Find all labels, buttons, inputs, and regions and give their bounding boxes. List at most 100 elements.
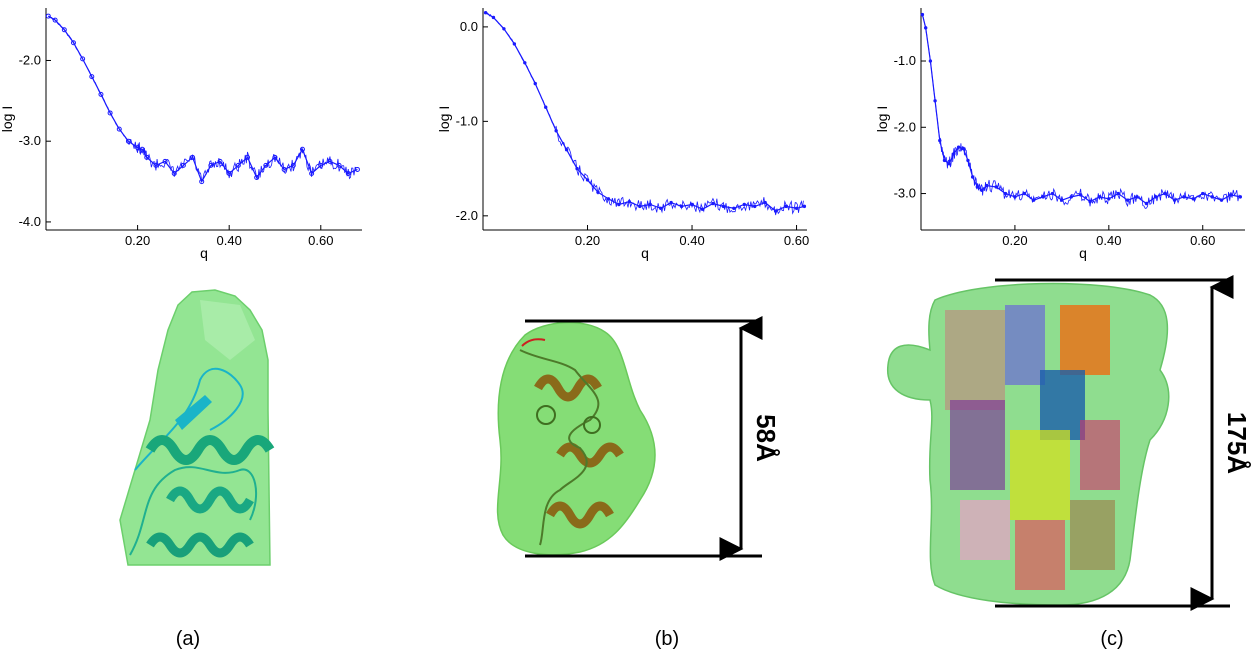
caption-c: (c) (1100, 628, 1123, 650)
cartoon-turn-b2 (583, 416, 601, 434)
data-point (1125, 198, 1130, 202)
data-point (199, 179, 205, 185)
data-point (742, 202, 746, 207)
data-point (1163, 191, 1167, 196)
data-point (290, 162, 296, 168)
cartoon-helix-b2 (556, 442, 624, 468)
y-tick-label: -3.0 (19, 133, 41, 148)
data-point (153, 162, 159, 168)
data-point (627, 199, 632, 204)
saxs-plot-a: 0.20 0.40 0.60 -2.0 -3.0 -4.0 q log I (0, 8, 362, 261)
complex-domain-6 (1010, 430, 1070, 520)
data-point (1191, 197, 1196, 201)
data-point (135, 145, 141, 151)
data-point (1144, 201, 1149, 206)
data-point (1060, 198, 1064, 202)
cartoon-nterm-b (521, 338, 546, 347)
series-line (485, 12, 805, 212)
data-point (753, 204, 757, 209)
data-point (711, 201, 715, 206)
complex-domain-10 (1070, 500, 1115, 570)
y-tick-label: -3.0 (894, 186, 916, 201)
data-point (281, 166, 287, 172)
data-point (985, 183, 989, 188)
data-point (648, 202, 652, 207)
data-point (1022, 191, 1027, 196)
data-point (994, 185, 998, 189)
data-point (299, 146, 305, 152)
saxs-plot-b: 0.20 0.40 0.60 0.0 -1.0 -2.0 q log I (436, 8, 809, 261)
complex-domain-5 (950, 400, 1005, 490)
data-point (144, 154, 150, 160)
complex-domain-8 (960, 500, 1010, 560)
y-tick-label: -4.0 (19, 214, 41, 229)
data-point (700, 207, 705, 211)
x-tick-label: 0.60 (784, 233, 809, 248)
series-line (47, 15, 358, 183)
y-tick-label: -2.0 (456, 208, 478, 223)
data-point (1013, 195, 1017, 199)
data-point (1154, 195, 1158, 199)
surface-shading-a (200, 300, 255, 360)
data-point (773, 209, 778, 213)
x-tick-label: 0.40 (217, 233, 242, 248)
saxs-plot-c: 0.20 0.40 0.60 -1.0 -2.0 -3.0 q log I (874, 8, 1245, 261)
data-point (254, 175, 260, 181)
data-point (98, 91, 104, 97)
structure-image-b: 58Å (496, 316, 781, 561)
structure-image-a (119, 289, 275, 566)
data-point (1172, 198, 1177, 202)
data-point (679, 204, 684, 209)
data-point (794, 206, 799, 210)
data-point (638, 204, 642, 209)
data-point (938, 138, 942, 143)
complex-domain-3 (1060, 305, 1110, 375)
data-point (933, 99, 937, 103)
molecular-surface-b (496, 321, 656, 556)
cartoon-strand-a (175, 395, 212, 430)
data-point (970, 175, 975, 179)
cartoon-loop-a2 (129, 466, 258, 556)
caption-b: (b) (655, 628, 679, 650)
data-point (354, 166, 360, 172)
series-noise (48, 16, 357, 182)
data-point (669, 200, 673, 205)
data-point (502, 27, 506, 31)
data-point (961, 146, 965, 151)
dimension-label-c: 175Å (1222, 412, 1252, 474)
complex-domain-7 (1080, 420, 1120, 490)
data-point (596, 190, 600, 194)
x-tick-label: 0.40 (679, 233, 704, 248)
data-point (606, 197, 611, 201)
y-tick-label: -2.0 (894, 119, 916, 134)
data-point (245, 154, 251, 160)
data-point (208, 162, 214, 168)
data-point (1069, 195, 1073, 199)
data-point (45, 13, 51, 19)
data-point (575, 166, 579, 171)
cartoon-helix-b3 (546, 501, 614, 529)
series-line (921, 14, 1241, 205)
data-point (125, 138, 131, 144)
dimension-label-b: 58Å (751, 414, 781, 462)
data-point (162, 158, 168, 164)
data-point (923, 26, 928, 30)
data-point (491, 15, 496, 20)
y-tick-label: -1.0 (894, 53, 916, 68)
structure-image-c: 175Å (887, 275, 1252, 611)
data-point (1107, 197, 1111, 201)
data-point (180, 162, 186, 168)
data-point (61, 27, 67, 33)
data-point (1003, 191, 1008, 196)
data-point (1182, 195, 1186, 199)
data-point (544, 105, 548, 109)
series-noise (485, 12, 804, 216)
y-tick-label: -1.0 (456, 113, 478, 128)
data-point (1210, 195, 1214, 199)
data-point (235, 162, 241, 168)
data-point (564, 148, 569, 152)
data-point (318, 162, 324, 168)
data-point (107, 110, 113, 116)
data-point (585, 178, 590, 182)
